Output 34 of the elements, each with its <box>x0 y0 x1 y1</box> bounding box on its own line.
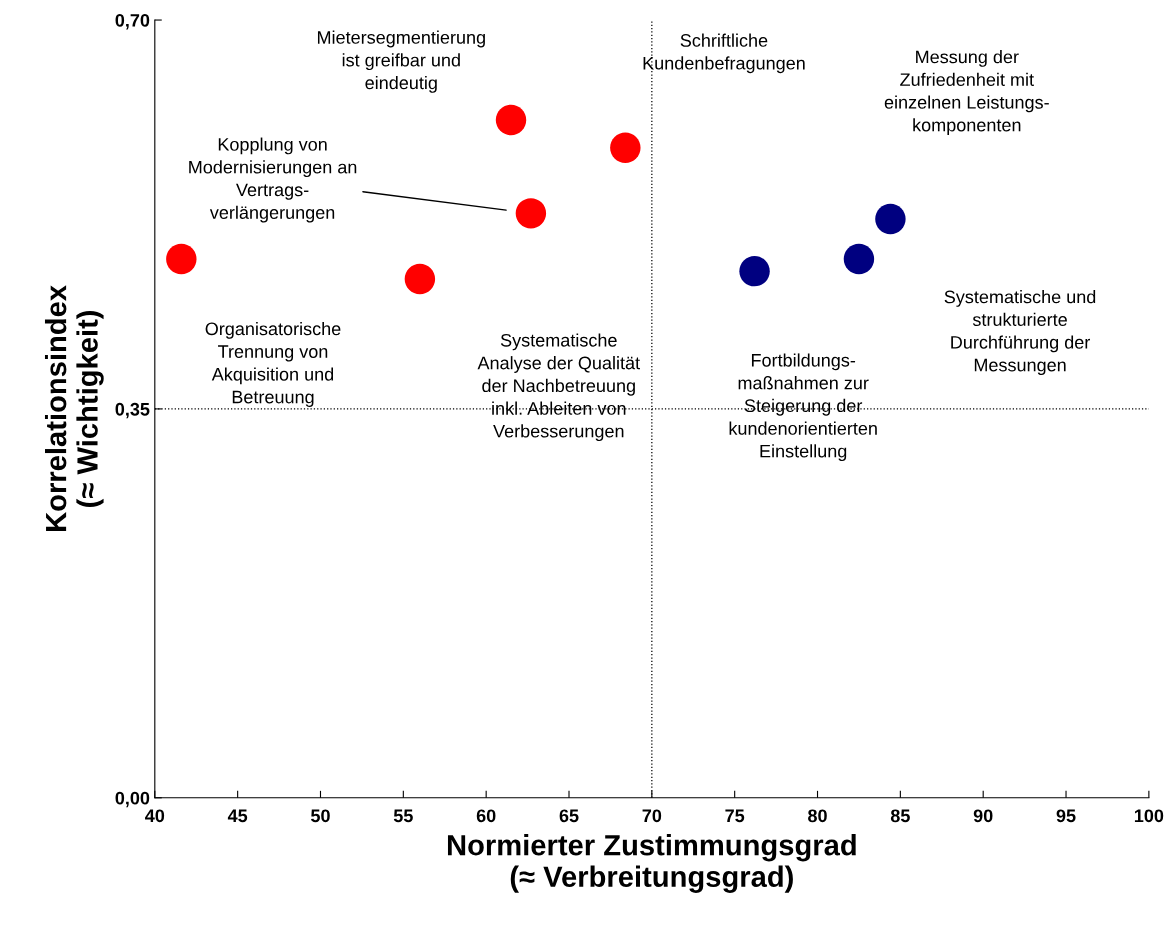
x-tick-label: 45 <box>227 809 248 823</box>
point <box>495 104 527 136</box>
annotation: Kopplung von Modernisierungen an Vertrags- verlängerungen <box>189 137 357 223</box>
point <box>404 263 436 295</box>
x-tick-label: 65 <box>559 809 579 823</box>
annotation: Systematische Analyse der Qualität der Nachbetreuung inkl. Ableiten von Verbesserungen <box>477 333 640 442</box>
x-tick-label: 85 <box>890 809 910 823</box>
point <box>739 255 770 287</box>
annotation: Mietersegmentierung ist greifbar und eindeutig <box>317 30 485 93</box>
x-tick-label: 60 <box>476 809 496 823</box>
x-tick-label: 55 <box>393 809 413 823</box>
annotation: Schriftliche Kundenbefragungen <box>643 33 805 74</box>
point <box>515 198 547 229</box>
x-tick-label: 75 <box>725 809 745 823</box>
point <box>875 203 906 235</box>
point <box>843 243 875 275</box>
x-axis-title: Normierter Zustimmungsgrad (≈ Verbreitungsgrad) <box>447 834 856 893</box>
x-tick-label: 40 <box>145 809 165 823</box>
annotation: Organisatorische Trennung von Akquisition und Betreuung <box>205 321 341 407</box>
x-tick-label: 95 <box>1056 809 1076 823</box>
annotation: Fortbildungs- maßnahmen zur Steigerung der kundenorientierten Einstellung <box>729 353 877 462</box>
annotation: Messung der Zufriedenheit mit einzelnen Leistungs- komponenten <box>884 50 1049 136</box>
x-tick-label: 50 <box>311 809 330 823</box>
y-tick-label: 0,35 <box>115 402 150 419</box>
annotation: Systematische und strukturierte Durchführung der Messungen <box>944 290 1096 376</box>
y-axis-title: Korrelationsindex (≈ Wichtigkeit) <box>44 285 104 531</box>
y-tick-label: 0,70 <box>115 13 150 30</box>
point <box>610 132 641 164</box>
x-tick-label: 100 <box>1134 809 1164 823</box>
point <box>166 243 197 275</box>
y-tick-label: 0,00 <box>115 791 150 808</box>
x-tick-label: 70 <box>642 809 662 823</box>
x-tick-label: 90 <box>973 809 993 823</box>
x-tick-label: 80 <box>808 809 827 823</box>
